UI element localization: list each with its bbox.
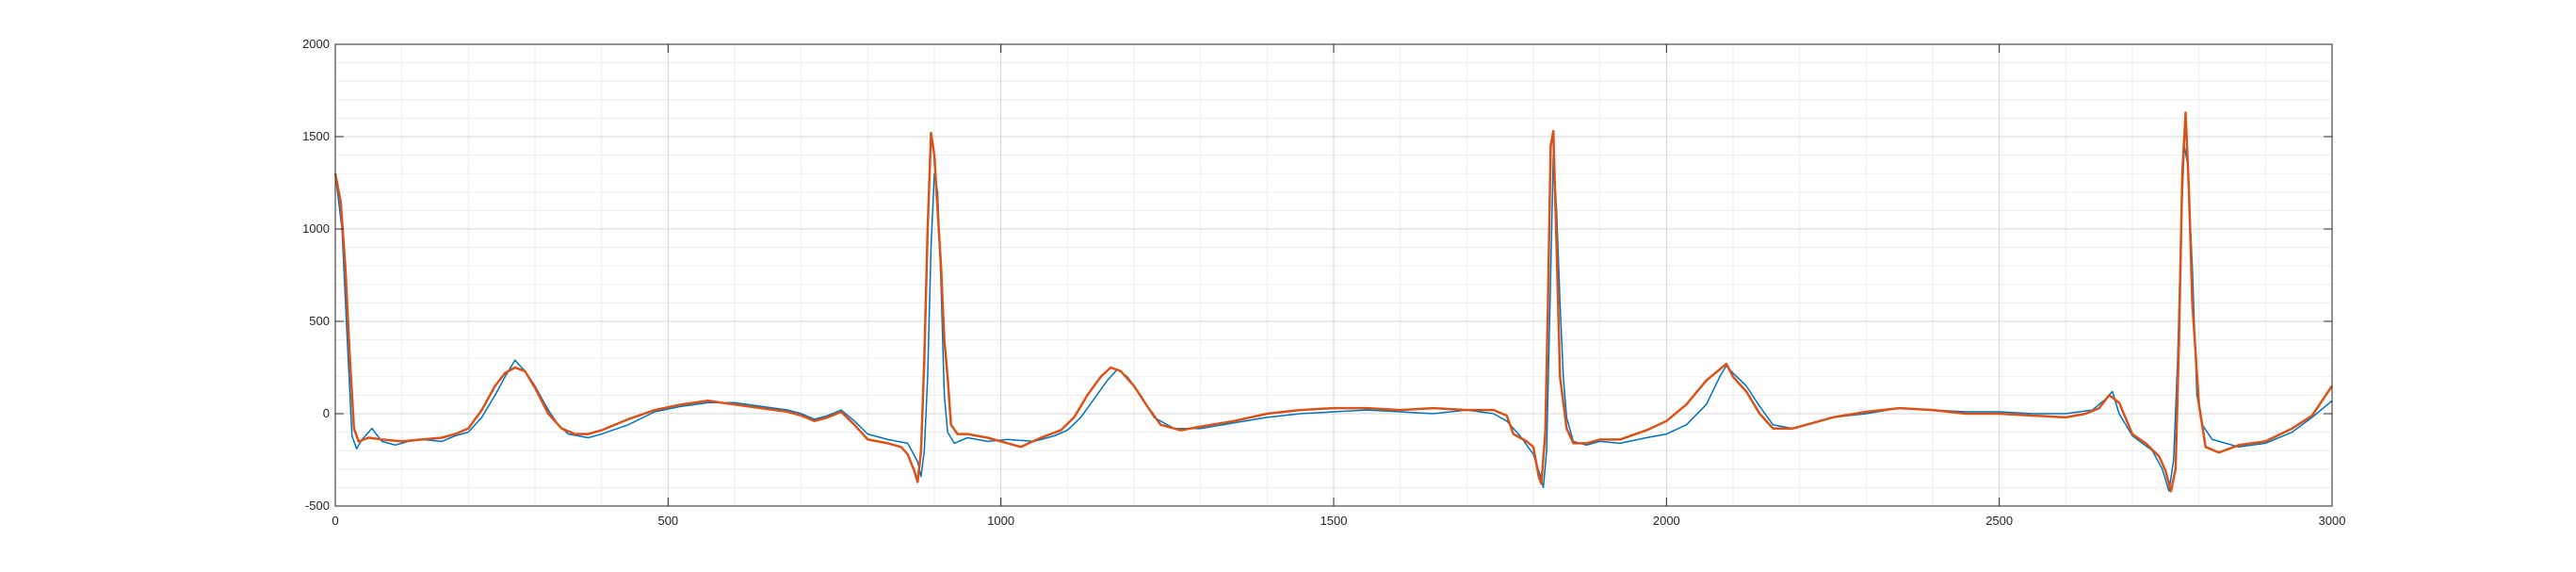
x-tick-label: 500 (657, 514, 678, 528)
x-tick-label: 1000 (987, 514, 1014, 528)
x-tick-label: 0 (332, 514, 338, 528)
y-tick-label: -500 (305, 498, 330, 513)
y-tick-label: 0 (323, 406, 330, 420)
y-axis-tick-labels: -500 0 500 1000 1500 2000 (302, 37, 330, 513)
y-tick-label: 1000 (302, 221, 330, 236)
x-tick-label: 1500 (1320, 514, 1348, 528)
x-tick-label: 2000 (1653, 514, 1680, 528)
series-line-2 (333, 111, 2334, 493)
y-tick-label: 1500 (302, 129, 330, 143)
y-tick-label: 2000 (302, 37, 330, 51)
y-tick-label: 500 (309, 314, 330, 328)
x-tick-label: 3000 (2319, 514, 2346, 528)
x-axis-tick-labels: 0 500 1000 1500 2000 2500 3000 (332, 514, 2345, 528)
axis-ticks (334, 43, 2333, 507)
series-line-1 (334, 145, 2333, 493)
series-layer (333, 111, 2334, 493)
x-tick-label: 2500 (1985, 514, 2013, 528)
